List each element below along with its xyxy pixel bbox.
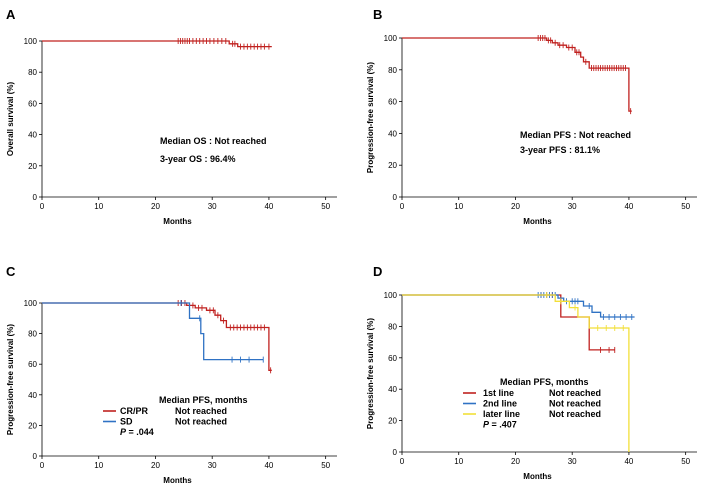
- y-tick-label: 20: [28, 162, 37, 171]
- x-tick-label: 30: [208, 202, 217, 211]
- x-tick-label: 0: [40, 202, 45, 211]
- x-tick-label: 40: [624, 457, 633, 466]
- series-all-patients: [402, 35, 632, 115]
- y-tick-label: 0: [393, 448, 398, 457]
- x-tick-label: 40: [264, 461, 273, 470]
- legend-result: Not reached: [175, 417, 227, 427]
- legend-label: 1st line: [483, 388, 514, 398]
- x-axis-title: Months: [163, 217, 192, 226]
- p-symbol: P: [483, 420, 490, 430]
- y-tick-label: 60: [28, 99, 37, 108]
- legend-label: 2nd line: [483, 399, 517, 409]
- y-tick-label: 100: [24, 37, 38, 46]
- km-curve: [42, 40, 272, 48]
- x-tick-label: 50: [321, 461, 330, 470]
- series-2nd-line: [402, 292, 635, 320]
- km-curve: [402, 294, 635, 318]
- y-tick-label: 100: [384, 34, 398, 43]
- panel-letter-d: D: [373, 264, 382, 279]
- year3-annotation: 3-year PFS : 81.1%: [520, 145, 600, 155]
- x-axis-title: Months: [523, 217, 552, 226]
- panel-d: D 0 10 20 30 40 50 0 20 40 60 80 100 Months Progressio…: [366, 264, 697, 481]
- panel-letter-b: B: [373, 7, 382, 22]
- x-tick-label: 30: [568, 457, 577, 466]
- x-tick-label: 30: [208, 461, 217, 470]
- x-tick-label: 50: [321, 202, 330, 211]
- p-value: = .407: [489, 420, 517, 430]
- legend-result: Not reached: [549, 409, 601, 419]
- x-tick-label: 50: [681, 202, 690, 211]
- x-tick-label: 0: [400, 202, 405, 211]
- y-tick-label: 40: [28, 391, 37, 400]
- y-tick-label: 80: [388, 66, 397, 75]
- x-tick-label: 10: [94, 461, 103, 470]
- legend-result: Not reached: [549, 388, 601, 398]
- panel-letter-a: A: [6, 7, 16, 22]
- x-tick-label: 10: [454, 202, 463, 211]
- panel-a: A 0 10 20 30 40 50 0 20 40 60 80 100 Months Overall su…: [6, 7, 337, 226]
- series-sd: [42, 300, 264, 363]
- y-tick-label: 80: [28, 68, 37, 77]
- y-axis-title: Progression-free survival (%): [366, 62, 375, 173]
- panel-b: B 0 10 20 30 40 50 0 20 40 60 80 100 Months Progressio…: [366, 7, 697, 226]
- y-tick-label: 100: [384, 291, 398, 300]
- y-tick-label: 40: [388, 129, 397, 138]
- p-value: = .044: [126, 427, 154, 437]
- km-curve: [402, 294, 630, 452]
- y-tick-label: 0: [33, 193, 38, 202]
- x-tick-label: 40: [624, 202, 633, 211]
- y-tick-label: 20: [388, 417, 397, 426]
- km-curve: [402, 294, 615, 351]
- x-tick-label: 20: [511, 202, 520, 211]
- y-tick-label: 40: [388, 385, 397, 394]
- legend-label: SD: [120, 417, 133, 427]
- y-axis-title: Overall survival (%): [6, 82, 15, 157]
- y-tick-label: 60: [388, 98, 397, 107]
- legend-label: CR/PR: [120, 406, 149, 416]
- panel-c: C 0 10 20 30 40 50 0 20 40 60 80 100 Months Progressio…: [6, 264, 337, 485]
- p-symbol: P: [120, 427, 127, 437]
- year3-annotation: 3-year OS : 96.4%: [160, 154, 236, 164]
- y-axis-title: Progression-free survival (%): [6, 324, 15, 435]
- median-annotation: Median PFS : Not reached: [520, 130, 631, 140]
- y-tick-label: 20: [388, 161, 397, 170]
- x-tick-label: 40: [264, 202, 273, 211]
- km-curve: [402, 37, 632, 112]
- km-curve: [42, 302, 264, 361]
- x-tick-label: 20: [511, 457, 520, 466]
- legend-result: Not reached: [549, 399, 601, 409]
- legend-label: later line: [483, 409, 520, 419]
- y-tick-label: 0: [393, 193, 398, 202]
- panel-letter-c: C: [6, 264, 16, 279]
- p-value-annotation: P = .044: [120, 427, 154, 437]
- y-tick-label: 60: [28, 360, 37, 369]
- x-axis-title: Months: [523, 472, 552, 481]
- y-tick-label: 20: [28, 421, 37, 430]
- x-tick-label: 10: [454, 457, 463, 466]
- x-tick-label: 20: [151, 202, 160, 211]
- y-tick-label: 100: [24, 299, 38, 308]
- x-tick-label: 50: [681, 457, 690, 466]
- y-tick-label: 60: [388, 354, 397, 363]
- x-tick-label: 20: [151, 461, 160, 470]
- series-cr-pr: [42, 300, 272, 374]
- y-axis-title: Progression-free survival (%): [366, 318, 375, 429]
- x-tick-label: 30: [568, 202, 577, 211]
- legend-title: Median PFS, months: [159, 395, 248, 405]
- y-tick-label: 0: [33, 452, 38, 461]
- legend-result: Not reached: [175, 406, 227, 416]
- y-tick-label: 80: [388, 322, 397, 331]
- x-tick-label: 0: [400, 457, 405, 466]
- x-tick-label: 10: [94, 202, 103, 211]
- legend-title: Median PFS, months: [500, 377, 589, 387]
- series-all-patients: [42, 38, 272, 50]
- p-value-annotation: P = .407: [483, 420, 517, 430]
- median-annotation: Median OS : Not reached: [160, 136, 267, 146]
- series-later-line: [402, 292, 630, 452]
- x-tick-label: 0: [40, 461, 45, 470]
- y-tick-label: 40: [28, 131, 37, 140]
- x-axis-title: Months: [163, 476, 192, 485]
- y-tick-label: 80: [28, 330, 37, 339]
